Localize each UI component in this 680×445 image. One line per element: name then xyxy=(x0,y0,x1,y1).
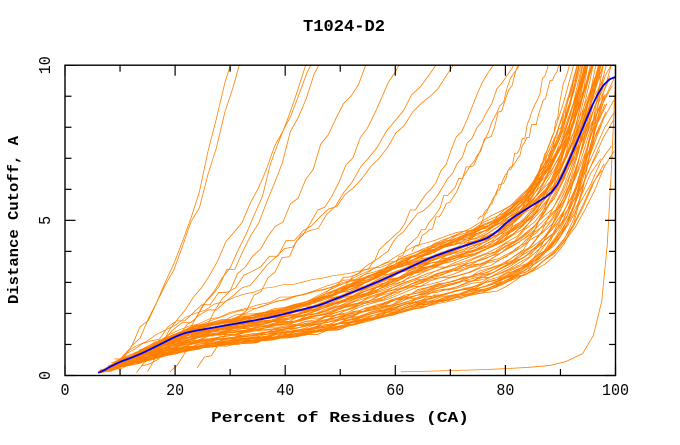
svg-text:0: 0 xyxy=(61,382,70,401)
svg-text:0: 0 xyxy=(37,371,56,380)
svg-text:5: 5 xyxy=(37,216,56,225)
svg-text:40: 40 xyxy=(276,382,294,401)
svg-text:T1024-D2: T1024-D2 xyxy=(303,17,385,36)
svg-text:60: 60 xyxy=(386,382,404,401)
svg-text:Percent of Residues (CA): Percent of Residues (CA) xyxy=(211,411,469,427)
svg-text:80: 80 xyxy=(496,382,514,401)
svg-text:20: 20 xyxy=(166,382,184,401)
svg-text:10: 10 xyxy=(37,56,56,74)
svg-text:Distance Cutoff, A: Distance Cutoff, A xyxy=(7,136,23,304)
svg-text:100: 100 xyxy=(602,382,629,401)
